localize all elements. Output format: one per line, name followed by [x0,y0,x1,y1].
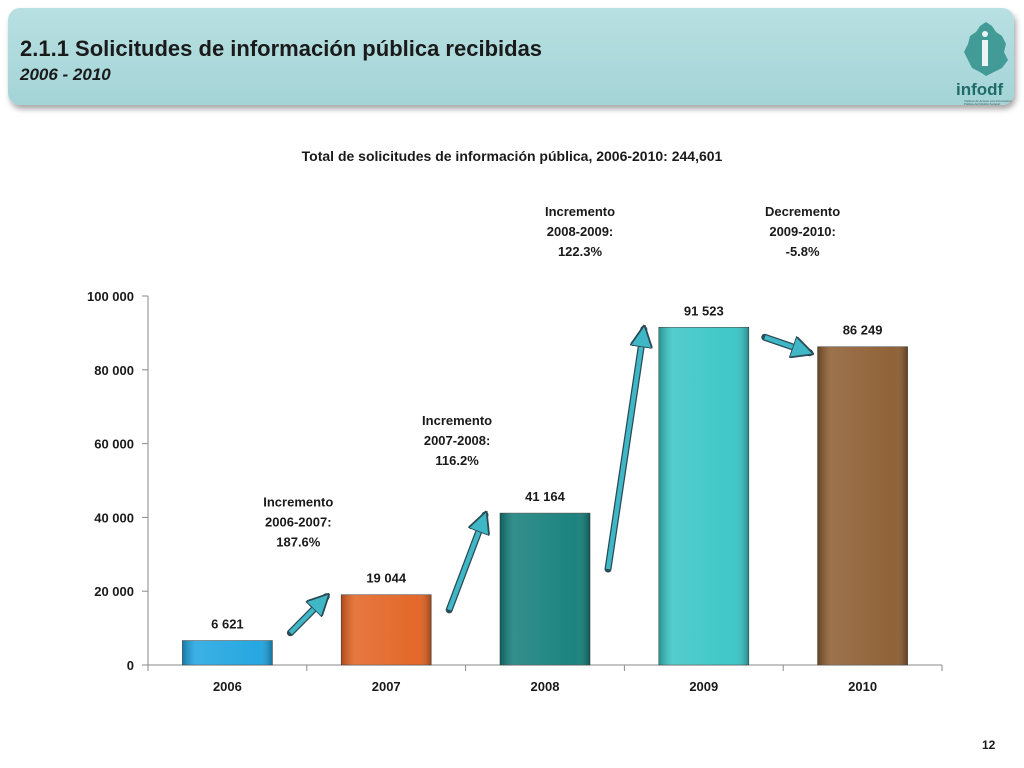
header-banner: 2.1.1 Solicitudes de información pública… [8,8,1014,106]
annotation-label: Incremento [545,204,615,219]
annotation-label: 122.3% [558,244,603,259]
y-tick-label: 60 000 [94,437,134,452]
annotation-label: 116.2% [435,453,479,468]
page-number: 12 [982,738,996,752]
x-tick-label: 2008 [531,679,560,694]
annotation-label: 187.6% [276,535,321,550]
annotation-label: Incremento [422,413,492,428]
bar-shine [658,327,749,665]
bar-value-label: 6 621 [211,617,244,632]
y-tick-label: 100 000 [87,289,134,304]
logo-caption: Instituto de Acceso a la Información Púb… [964,99,1012,106]
logo-wordmark: infodf [956,80,1004,99]
annotation-label: 2008-2009: [547,224,614,239]
annotation-label: 2007-2008: [424,433,491,448]
bar-shine [500,513,590,665]
bar-shine [182,640,273,665]
y-tick-label: 80 000 [94,363,134,378]
infodf-logo: infodf Instituto de Acceso a la Informac… [956,18,1016,110]
y-tick-label: 0 [127,658,134,673]
y-tick-label: 20 000 [94,584,134,599]
map-icon [964,22,1008,76]
annotation-arrow [764,335,810,352]
bar-value-label: 91 523 [684,303,724,318]
annotation-label: -5.8% [786,244,820,259]
x-tick-label: 2009 [689,679,718,694]
bar-value-label: 41 164 [525,489,566,504]
bar-value-label: 86 249 [843,323,883,338]
page-subtitle: 2006 - 2010 [20,65,111,84]
x-tick-label: 2010 [848,679,877,694]
annotation-label: Decremento [765,204,840,219]
annotation-arrow [288,597,326,635]
x-tick-label: 2006 [213,679,242,694]
chart-title: Total de solicitudes de información públ… [301,148,723,164]
bar-shine [341,594,432,665]
x-tick-label: 2007 [372,679,401,694]
y-tick-label: 40 000 [94,510,134,525]
annotation-label: 2006-2007: [265,515,332,530]
bar-value-label: 19 044 [366,571,407,586]
bar-shine [817,346,908,665]
annotation-label: 2009-2010: [769,224,836,239]
page-title: 2.1.1 Solicitudes de información pública… [20,36,543,61]
annotation-arrow [605,329,644,570]
annotation-label: Incremento [263,495,333,510]
annotation-arrow [447,515,485,611]
